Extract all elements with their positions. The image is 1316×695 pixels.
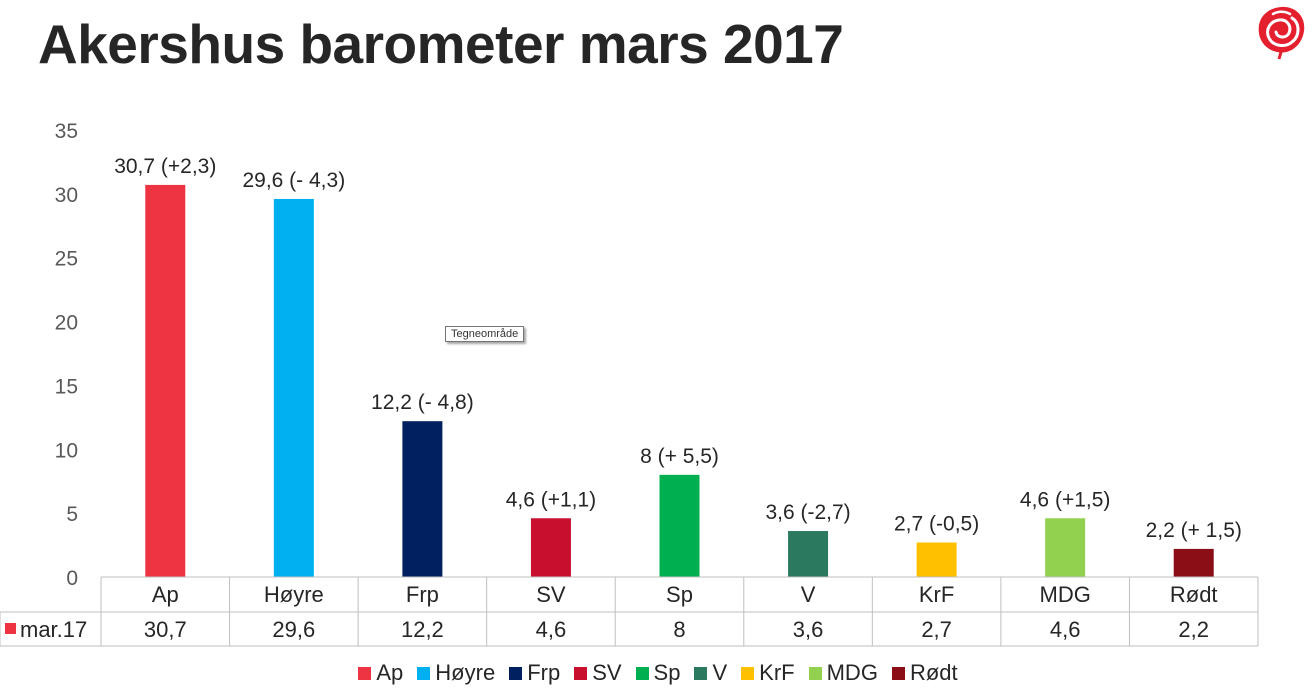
x-category-label: V <box>801 582 816 607</box>
table-cell: 3,6 <box>793 617 824 642</box>
bar-6 <box>916 542 957 577</box>
legend-item: KrF <box>741 660 795 686</box>
legend-swatch <box>358 666 372 680</box>
table-cell: 8 <box>673 617 685 642</box>
legend-swatch <box>635 666 649 680</box>
legend-label: Sp <box>653 660 681 685</box>
y-tick-label: 15 <box>55 375 78 398</box>
x-category-label: Ap <box>152 582 179 607</box>
data-label: 12,2 (- 4,8) <box>371 391 474 414</box>
data-label: 29,6 (- 4,3) <box>242 169 345 192</box>
legend-swatch <box>808 666 822 680</box>
legend-item: SV <box>574 660 622 686</box>
bar-2 <box>402 421 443 577</box>
legend-item: Sp <box>635 660 681 686</box>
legend-label: MDG <box>826 660 878 685</box>
legend-swatch <box>741 666 755 680</box>
legend-label: Ap <box>376 660 404 685</box>
legend-swatch <box>417 666 431 680</box>
data-label: 4,6 (+1,1) <box>506 488 596 511</box>
legend-item: Ap <box>358 660 403 686</box>
bar-3 <box>530 518 571 577</box>
y-tick-label: 0 <box>66 567 78 590</box>
legend-label: Rødt <box>909 660 958 685</box>
data-label: 2,7 (-0,5) <box>894 513 979 536</box>
bar-chart: 0 5 10 15 20 25 30 35 30,7 (+2,3) 29,6 (- 4,3) 12,… <box>0 120 1259 647</box>
table-cell: 4,6 <box>1050 617 1081 642</box>
y-tick-label: 30 <box>55 184 78 207</box>
x-category-label: SV <box>536 582 566 607</box>
x-category-label: Sp <box>666 582 693 607</box>
y-tick-label: 25 <box>55 248 78 271</box>
legend-swatch <box>694 666 708 680</box>
data-label: 30,7 (+2,3) <box>114 155 216 178</box>
y-tick-label: 35 <box>55 120 78 143</box>
table-cell: 4,6 <box>536 617 567 642</box>
legend-label: Høyre <box>435 660 496 685</box>
table-cell: 2,7 <box>921 617 952 642</box>
legend-label: SV <box>592 660 622 685</box>
chart-area-tooltip: Tegneområde <box>445 326 525 342</box>
x-category-label: KrF <box>919 582 954 607</box>
bar-8 <box>1173 548 1214 577</box>
bar-1 <box>273 198 314 578</box>
y-tick-label: 20 <box>55 312 78 335</box>
legend-label: KrF <box>759 660 795 685</box>
legend-label: V <box>712 660 728 685</box>
chart-legend: Ap Høyre Frp SV Sp V KrF MDG Rødt <box>0 660 1316 686</box>
legend-item: V <box>694 660 727 686</box>
legend-item: Høyre <box>417 660 495 686</box>
chart-title: Akershus barometer mars 2017 <box>38 13 844 75</box>
legend-swatch <box>891 666 905 680</box>
legend-swatch <box>574 666 588 680</box>
x-category-label: Frp <box>406 582 439 607</box>
y-tick-label: 5 <box>66 503 78 526</box>
data-label: 3,6 (-2,7) <box>765 501 850 524</box>
bar-7 <box>1045 518 1086 577</box>
legend-swatch <box>509 666 523 680</box>
table-cell: 29,6 <box>272 617 315 642</box>
legend-item: MDG <box>808 660 878 686</box>
table-series-swatch <box>5 623 16 634</box>
y-tick-label: 10 <box>55 439 78 462</box>
data-label: 8 (+ 5,5) <box>640 445 719 468</box>
legend-label: Frp <box>527 660 561 685</box>
legend-item: Rødt <box>891 660 958 686</box>
bar-0 <box>145 184 186 577</box>
table-cell: 2,2 <box>1178 617 1209 642</box>
table-cell: 30,7 <box>144 617 187 642</box>
data-label: 2,2 (+ 1,5) <box>1146 519 1242 542</box>
data-label: 4,6 (+1,5) <box>1020 488 1110 511</box>
x-category-label: Høyre <box>264 582 324 607</box>
x-category-label: Rødt <box>1170 582 1218 607</box>
legend-item: Frp <box>509 660 560 686</box>
table-cell: 12,2 <box>401 617 444 642</box>
bar-4 <box>659 474 700 577</box>
table-series-name: mar.17 <box>20 617 87 642</box>
x-category-label: MDG <box>1040 582 1091 607</box>
rose-icon <box>1258 6 1305 60</box>
bar-5 <box>788 531 829 577</box>
